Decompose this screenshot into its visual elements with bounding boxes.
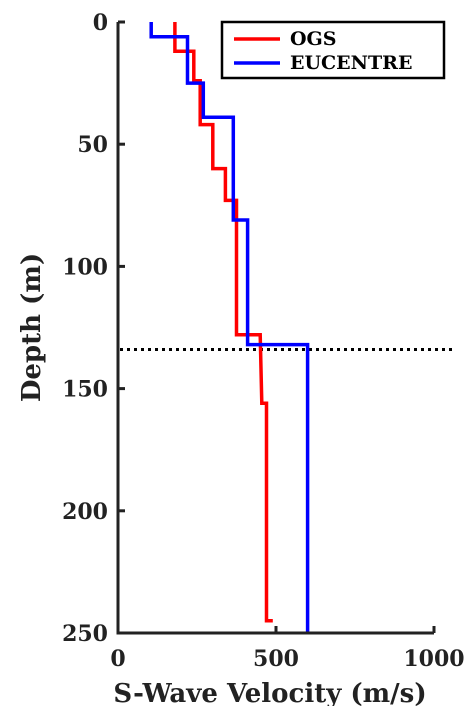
legend-label-ogs: OGS (290, 28, 337, 50)
y-tick-label: 250 (62, 621, 108, 647)
y-tick-label: 200 (62, 499, 108, 525)
x-tick-label: 0 (110, 646, 125, 672)
series-line-eucentre (149, 22, 310, 633)
y-axis-title: Depth (m) (17, 253, 47, 402)
legend-label-eucentre: EUCENTRE (290, 52, 412, 74)
series-layer (149, 22, 310, 633)
y-tick-label: 0 (93, 10, 108, 36)
y-tick-label: 100 (62, 254, 108, 280)
x-axis-title: S-Wave Velocity (m/s) (113, 679, 426, 706)
x-tick-label: 500 (253, 646, 299, 672)
legend-box (220, 20, 446, 80)
y-tick-label: 150 (62, 377, 108, 403)
x-tick-label: 1000 (403, 646, 464, 672)
y-tick-label: 50 (77, 132, 108, 158)
axes (116, 20, 436, 635)
series-line-ogs (173, 22, 273, 623)
